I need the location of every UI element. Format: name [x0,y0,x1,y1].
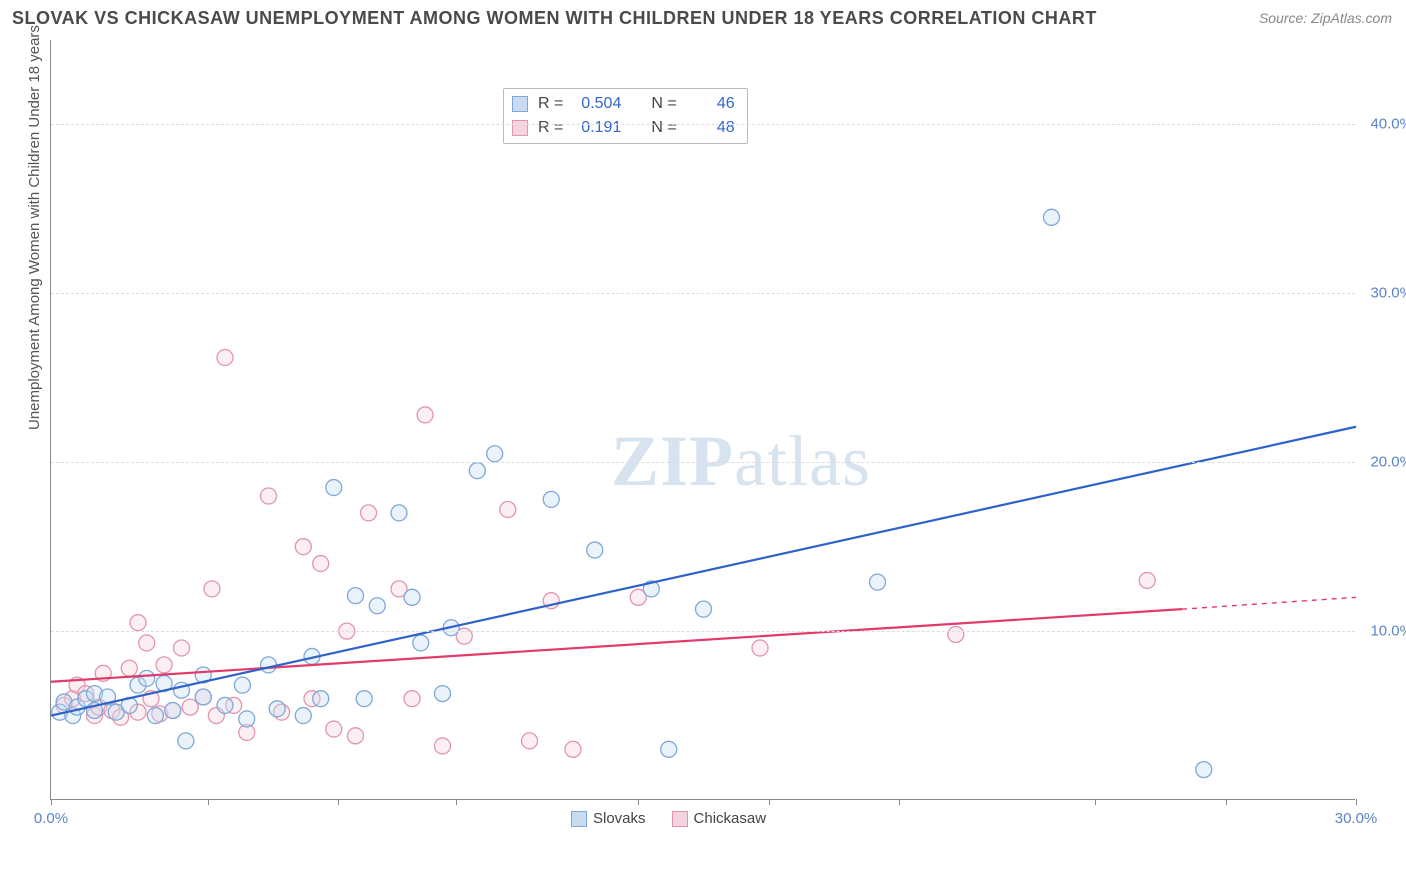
y-tick-label: 20.0% [1363,454,1406,471]
data-point [487,446,503,462]
data-point [1139,572,1155,588]
x-tick [1356,799,1357,805]
chart-svg [51,40,1355,799]
data-point [156,657,172,673]
x-tick [456,799,457,805]
x-tick [208,799,209,805]
x-tick [338,799,339,805]
data-point [356,691,372,707]
data-point [522,733,538,749]
data-point [147,708,163,724]
gridline [51,631,1355,632]
data-point [261,488,277,504]
x-tick-label: 0.0% [34,810,68,827]
data-point [404,691,420,707]
data-point [234,677,250,693]
swatch-chickasaw-icon [672,811,688,827]
legend-label: Slovaks [593,810,646,827]
data-point [139,670,155,686]
legend-bottom: Slovaks Chickasaw [571,810,766,827]
x-tick [899,799,900,805]
gridline [51,462,1355,463]
data-point [1196,762,1212,778]
data-point [139,635,155,651]
y-tick-label: 40.0% [1363,116,1406,133]
data-point [269,701,285,717]
x-tick [638,799,639,805]
data-point [361,505,377,521]
data-point [313,691,329,707]
plot-area: ZIPatlas R = 0.504 N = 46 R = 0.191 N = … [50,40,1355,800]
data-point [326,721,342,737]
data-point [195,689,211,705]
data-point [587,542,603,558]
data-point [130,615,146,631]
data-point [295,708,311,724]
data-point [417,407,433,423]
data-point [121,660,137,676]
data-point [217,697,233,713]
chart-title: SLOVAK VS CHICKASAW UNEMPLOYMENT AMONG W… [12,8,1097,29]
data-point [696,601,712,617]
gridline [51,124,1355,125]
legend-label: Chickasaw [694,810,767,827]
data-point [391,505,407,521]
data-point [217,350,233,366]
y-tick-label: 10.0% [1363,623,1406,640]
y-tick-label: 30.0% [1363,285,1406,302]
data-point [500,502,516,518]
x-tick [51,799,52,805]
data-point [295,539,311,555]
y-axis-label: Unemployment Among Women with Children U… [26,25,43,430]
data-point [435,738,451,754]
data-point [369,598,385,614]
source-credit: Source: ZipAtlas.com [1259,10,1392,26]
data-point [178,733,194,749]
data-point [1044,209,1060,225]
gridline [51,293,1355,294]
x-tick [769,799,770,805]
swatch-slovaks-icon [571,811,587,827]
data-point [174,640,190,656]
regression-line [51,427,1356,716]
data-point [870,574,886,590]
regression-line [51,609,1182,682]
legend-item-slovaks: Slovaks [571,810,646,827]
data-point [165,702,181,718]
data-point [348,588,364,604]
data-point [435,686,451,702]
data-point [348,728,364,744]
data-point [404,589,420,605]
data-point [543,491,559,507]
data-point [261,657,277,673]
data-point [204,581,220,597]
data-point [182,699,198,715]
data-point [469,463,485,479]
regression-line [1182,597,1356,609]
data-point [313,556,329,572]
data-point [661,741,677,757]
data-point [948,626,964,642]
data-point [239,711,255,727]
x-tick [1095,799,1096,805]
x-tick [1226,799,1227,805]
data-point [565,741,581,757]
x-tick-label: 30.0% [1335,810,1378,827]
data-point [326,480,342,496]
data-point [752,640,768,656]
legend-item-chickasaw: Chickasaw [672,810,767,827]
data-point [413,635,429,651]
